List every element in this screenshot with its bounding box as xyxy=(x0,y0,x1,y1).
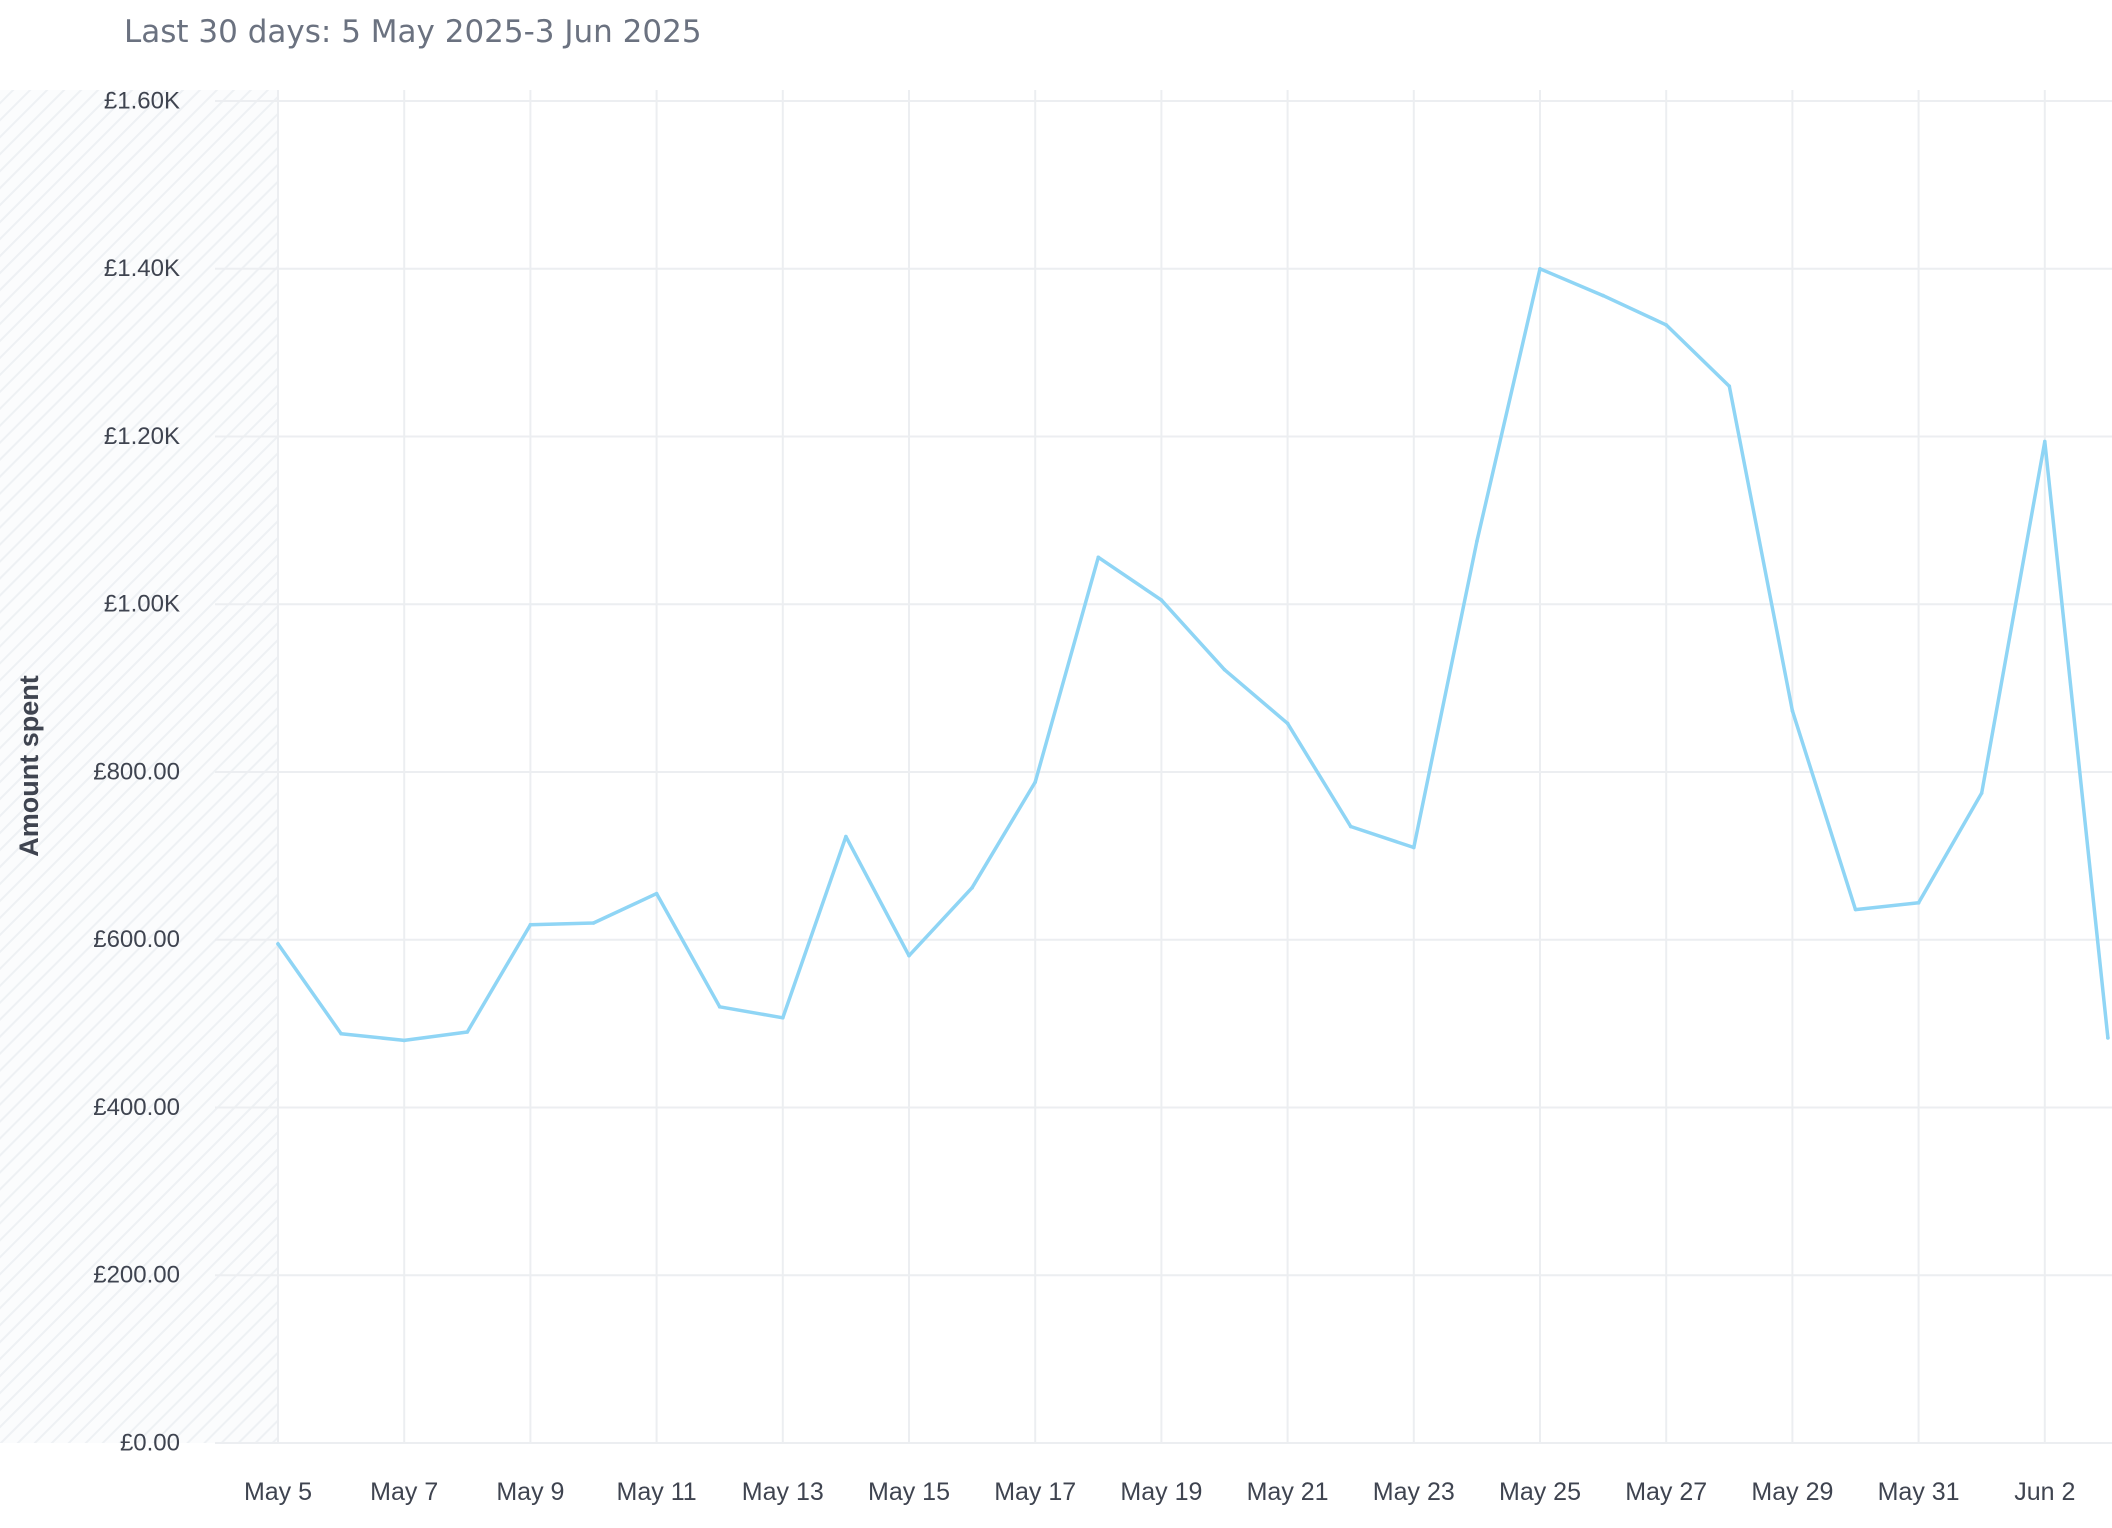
x-tick-label: May 19 xyxy=(1120,1478,1202,1506)
date-range-subtitle: Last 30 days: 5 May 2025-3 Jun 2025 xyxy=(124,14,702,50)
data-point xyxy=(2043,439,2047,444)
y-axis-label: Amount spent xyxy=(14,675,44,857)
data-point xyxy=(465,1030,470,1034)
chart-grid xyxy=(215,90,2112,1444)
x-tick-label: May 27 xyxy=(1625,1478,1707,1506)
data-point xyxy=(591,921,596,925)
data-point xyxy=(970,885,974,890)
x-tick-label: May 5 xyxy=(244,1478,312,1506)
data-point xyxy=(1412,845,1416,850)
data-point xyxy=(1601,293,1605,298)
x-tick-label: Jun 2 xyxy=(2014,1478,2075,1506)
data-point xyxy=(1475,539,1479,544)
data-point xyxy=(1916,901,1921,905)
data-point xyxy=(717,1005,722,1009)
data-point xyxy=(528,922,533,927)
series-group xyxy=(276,266,2110,1043)
y-tick-label: £0.00 xyxy=(120,1429,180,1456)
data-point xyxy=(1790,708,1795,713)
y-tick-label: £400.00 xyxy=(93,1094,180,1121)
x-tick-label: May 9 xyxy=(496,1478,564,1506)
data-point xyxy=(1979,791,1984,795)
y-tick-label: £200.00 xyxy=(93,1262,180,1289)
data-point xyxy=(1222,667,1227,672)
y-tick-label: £1.00K xyxy=(104,591,180,618)
x-tick-label: May 21 xyxy=(1247,1478,1329,1506)
data-point xyxy=(844,834,848,839)
x-tick-label: May 23 xyxy=(1373,1478,1455,1506)
x-tick-label: May 15 xyxy=(868,1478,950,1506)
data-point xyxy=(781,1015,785,1020)
x-tick-label: May 11 xyxy=(617,1478,697,1506)
data-point xyxy=(1033,780,1037,784)
data-point xyxy=(1285,721,1290,726)
y-tick-label: £600.00 xyxy=(93,926,180,953)
data-point xyxy=(907,953,911,958)
y-tick-label: £1.40K xyxy=(104,255,180,282)
data-point xyxy=(1727,384,1732,388)
series-line xyxy=(276,267,2110,1043)
data-point xyxy=(1664,323,1668,327)
y-tick-label: £1.60K xyxy=(104,87,180,114)
x-tick-label: May 7 xyxy=(370,1478,438,1506)
y-axis: £0.00 £200.00 £400.00 £600.00 £800.00 £1.00K £… xyxy=(93,87,180,1456)
x-tick-label: May 17 xyxy=(994,1478,1076,1506)
x-tick-label: May 25 xyxy=(1499,1478,1581,1506)
data-point xyxy=(339,1031,343,1036)
data-point xyxy=(1348,824,1353,829)
data-point xyxy=(1096,555,1101,560)
x-tick-label: May 13 xyxy=(742,1478,824,1506)
data-point xyxy=(1853,907,1858,912)
data-point xyxy=(654,891,659,896)
y-tick-label: £800.00 xyxy=(93,758,180,785)
x-tick-label: May 29 xyxy=(1751,1478,1833,1506)
data-point xyxy=(2106,1036,2110,1040)
y-tick-label: £1.20K xyxy=(104,423,180,450)
data-point xyxy=(276,942,280,946)
data-point xyxy=(402,1038,407,1043)
x-tick-label: May 31 xyxy=(1878,1478,1960,1506)
x-axis: May 5 May 7 May 9 May 11 May 13 May 15 May 17 M… xyxy=(244,1478,2075,1506)
data-point xyxy=(1159,598,1164,602)
hatched-margin-area xyxy=(0,90,278,1443)
data-point xyxy=(1538,266,1542,271)
